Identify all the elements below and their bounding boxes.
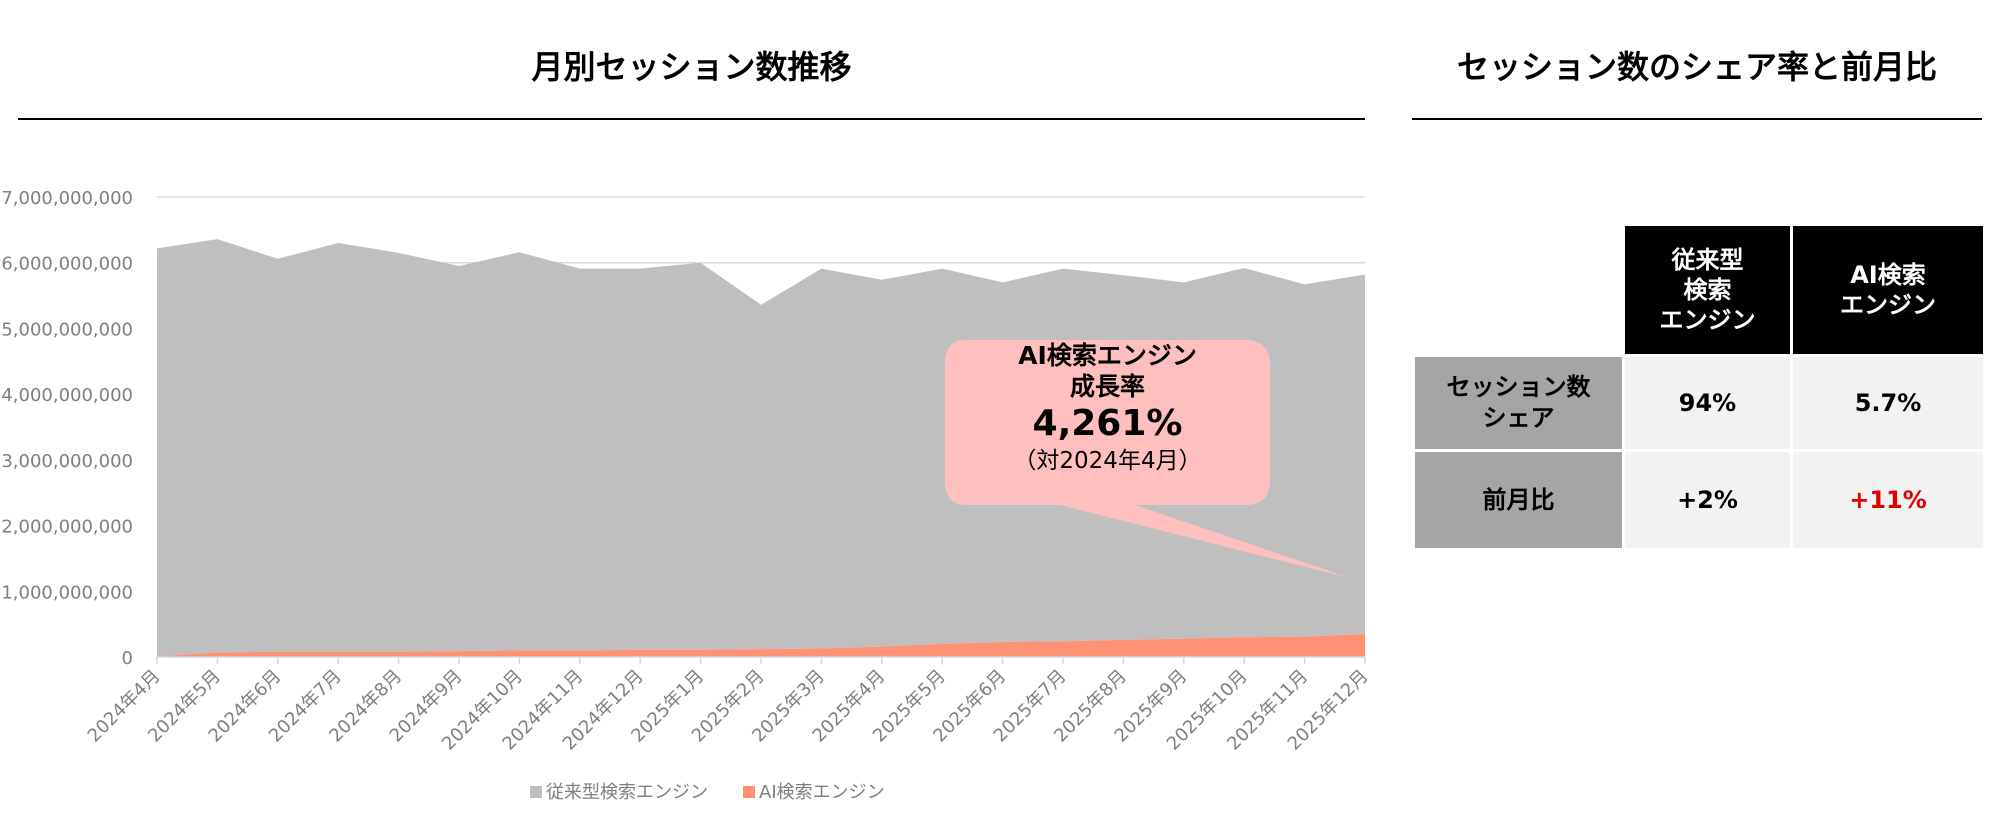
y-tick-label: 4,000,000,000 [1,385,133,406]
callout-title: AI検索エンジン [1018,341,1197,370]
x-axis [156,656,1366,664]
col-header-traditional: 従来型 検索 エンジン [1625,226,1790,354]
y-tick-label: 5,000,000,000 [1,319,133,340]
row-header-mom-line1: 前月比 [1482,485,1555,514]
col-header-ai-line1: AI検索 [1850,261,1926,289]
table-title-rule [1412,118,1982,120]
col-header-ai: AI検索 エンジン [1793,226,1983,354]
legend-item-ai-swatch [743,786,755,798]
y-tick-label: 1,000,000,000 [1,582,133,603]
y-tick-label: 2,000,000,000 [1,517,133,538]
growth-callout-bubble [945,340,1350,578]
legend: 従来型検索エンジン AI検索エンジン [530,782,885,803]
cell-mom-traditional: +2% [1625,452,1790,548]
series-area-ai [157,634,1365,657]
cell-share-traditional: 94% [1625,357,1790,449]
y-tick-label: 3,000,000,000 [1,451,133,472]
y-tick-label: 0 [122,648,133,669]
legend-item-ai-label: AI検索エンジン [759,782,885,803]
callout-baseline-note: （対2024年4月） [1013,448,1202,474]
callout-subtitle: 成長率 [1069,372,1145,401]
x-axis-tick-labels: 2024年4月2024年5月2024年6月2024年7月2024年8月2024年… [84,666,1373,755]
table-title: セッション数のシェア率と前月比 [1456,48,1937,86]
legend-item-traditional-label: 従来型検索エンジン [546,782,708,803]
table-row-mom: 前月比 +2% +11% [1415,452,1983,548]
y-tick-label: 6,000,000,000 [1,254,133,275]
y-axis-tick-labels: 0 1,000,000,000 2,000,000,000 3,000,000,000… [1,188,133,669]
row-header-mom: 前月比 [1415,452,1622,548]
cell-share-ai: 5.7% [1793,357,1983,449]
growth-callout: AI検索エンジン 成長率 4,261% （対2024年4月） [945,340,1270,476]
share-table: 従来型 検索 エンジン AI検索 エンジン セッション数 シェア 94% 5.7… [1412,223,1986,551]
table-corner-cell [1415,226,1622,354]
col-header-ai-line2: エンジン [1840,291,1936,319]
y-tick-label: 7,000,000,000 [1,188,133,209]
chart-title-rule [18,118,1365,120]
col-header-traditional-line1: 従来型 [1671,246,1744,274]
row-header-share-line1: セッション数 [1446,373,1591,401]
table-header-row: 従来型 検索 エンジン AI検索 エンジン [1415,226,1983,354]
callout-growth-value: 4,261% [1032,403,1183,444]
row-header-share: セッション数 シェア [1415,357,1622,449]
col-header-traditional-line3: エンジン [1659,306,1756,334]
chart-title: 月別セッション数推移 [531,48,852,86]
legend-item-traditional-swatch [530,786,542,798]
table-row-share: セッション数 シェア 94% 5.7% [1415,357,1983,449]
col-header-traditional-line2: 検索 [1683,276,1732,304]
area-chart: 0 1,000,000,000 2,000,000,000 3,000,000,000… [1,188,1373,803]
row-header-share-line2: シェア [1482,404,1555,432]
cell-mom-ai: +11% [1793,452,1983,548]
